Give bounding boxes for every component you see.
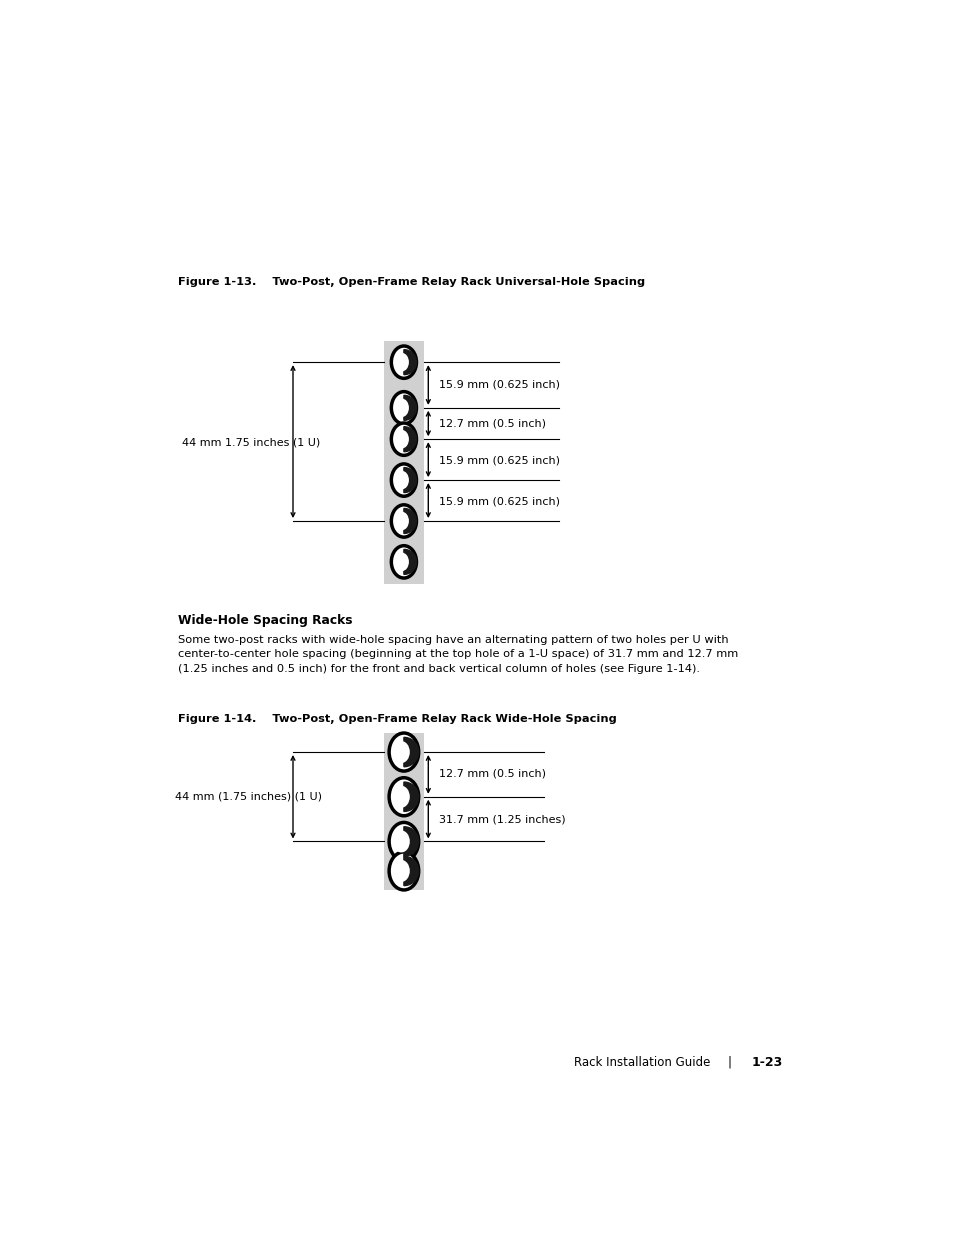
Text: 12.7 mm (0.5 inch): 12.7 mm (0.5 inch) bbox=[438, 769, 545, 779]
Polygon shape bbox=[403, 509, 416, 534]
Circle shape bbox=[391, 464, 416, 496]
Text: 44 mm (1.75 inches) (1 U): 44 mm (1.75 inches) (1 U) bbox=[174, 792, 321, 802]
Polygon shape bbox=[403, 350, 416, 374]
Text: Figure 1-14.    Two-Post, Open-Frame Relay Rack Wide-Hole Spacing: Figure 1-14. Two-Post, Open-Frame Relay … bbox=[178, 714, 617, 724]
Polygon shape bbox=[403, 856, 418, 885]
Polygon shape bbox=[403, 395, 416, 420]
Circle shape bbox=[394, 471, 409, 489]
Text: 12.7 mm (0.5 inch): 12.7 mm (0.5 inch) bbox=[438, 417, 545, 429]
Circle shape bbox=[393, 830, 410, 852]
Text: 15.9 mm (0.625 inch): 15.9 mm (0.625 inch) bbox=[438, 456, 559, 466]
Circle shape bbox=[389, 734, 418, 771]
Polygon shape bbox=[403, 782, 418, 811]
Text: 44 mm 1.75 inches (1 U): 44 mm 1.75 inches (1 U) bbox=[182, 437, 320, 447]
Circle shape bbox=[391, 346, 416, 378]
Text: |: | bbox=[726, 1056, 730, 1068]
Polygon shape bbox=[403, 737, 418, 767]
Circle shape bbox=[391, 505, 416, 537]
Text: Rack Installation Guide: Rack Installation Guide bbox=[574, 1056, 710, 1068]
Text: Figure 1-13.    Two-Post, Open-Frame Relay Rack Universal-Hole Spacing: Figure 1-13. Two-Post, Open-Frame Relay … bbox=[178, 277, 645, 287]
Circle shape bbox=[394, 552, 409, 572]
Circle shape bbox=[393, 741, 410, 763]
Circle shape bbox=[391, 391, 416, 424]
Polygon shape bbox=[403, 468, 416, 493]
Circle shape bbox=[391, 546, 416, 578]
Text: 15.9 mm (0.625 inch): 15.9 mm (0.625 inch) bbox=[438, 379, 559, 389]
Circle shape bbox=[389, 778, 418, 816]
Text: 1-23: 1-23 bbox=[751, 1056, 781, 1068]
Polygon shape bbox=[403, 550, 416, 574]
Circle shape bbox=[394, 430, 409, 448]
Text: Some two-post racks with wide-hole spacing have an alternating pattern of two ho: Some two-post racks with wide-hole spaci… bbox=[178, 635, 738, 674]
Text: 15.9 mm (0.625 inch): 15.9 mm (0.625 inch) bbox=[438, 496, 559, 506]
Circle shape bbox=[394, 353, 409, 372]
Polygon shape bbox=[403, 427, 416, 452]
Text: Wide-Hole Spacing Racks: Wide-Hole Spacing Racks bbox=[178, 614, 353, 627]
Circle shape bbox=[389, 823, 418, 861]
Bar bbox=[383, 341, 423, 584]
Circle shape bbox=[394, 399, 409, 417]
Bar bbox=[383, 734, 423, 890]
Circle shape bbox=[394, 511, 409, 530]
Circle shape bbox=[393, 860, 410, 882]
Circle shape bbox=[393, 785, 410, 808]
Circle shape bbox=[389, 852, 418, 890]
Polygon shape bbox=[403, 826, 418, 856]
Circle shape bbox=[391, 424, 416, 456]
Text: 31.7 mm (1.25 inches): 31.7 mm (1.25 inches) bbox=[438, 815, 565, 825]
